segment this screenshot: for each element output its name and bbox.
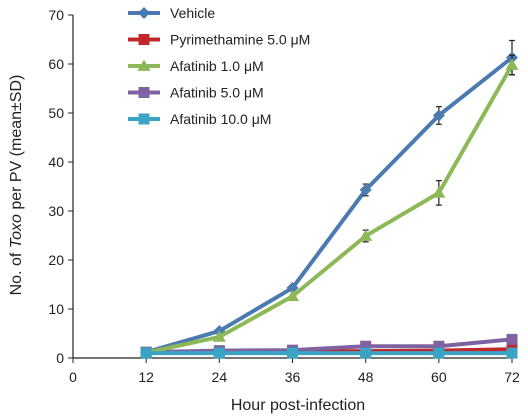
data-point: [140, 347, 152, 359]
legend-label: Afatinib 1.0 μM: [170, 58, 264, 74]
legend-item: Afatinib 10.0 μM: [128, 111, 271, 127]
y-tick-label: 0: [56, 350, 64, 366]
legend-item: Afatinib 5.0 μM: [128, 85, 264, 101]
legend-swatch-marker: [138, 7, 150, 19]
series-layer: [139, 39, 519, 359]
data-point: [506, 333, 518, 345]
x-axis-title: Hour post-infection: [231, 397, 365, 414]
legend-swatch-marker: [138, 87, 150, 98]
series-line: [146, 337, 513, 355]
x-tick-label: 12: [138, 369, 154, 385]
y-tick-label: 60: [48, 56, 64, 72]
y-tick-label: 50: [48, 105, 64, 121]
legend-item: Pyrimethamine 5.0 μM: [128, 32, 310, 48]
legend-label: Pyrimethamine 5.0 μM: [170, 32, 310, 48]
data-point: [433, 340, 445, 352]
legend-item: Vehicle: [128, 5, 215, 21]
y-tick-label: 70: [48, 7, 64, 23]
legend-swatch-marker: [137, 59, 151, 71]
data-point: [360, 340, 372, 352]
series-line: [145, 63, 514, 355]
x-tick-label: 60: [431, 369, 447, 385]
x-tick-label: 36: [285, 369, 301, 385]
legend-label: Afatinib 10.0 μM: [170, 111, 271, 127]
data-point: [505, 58, 519, 70]
data-point: [432, 109, 445, 122]
y-tick-label: 10: [48, 301, 64, 317]
data-point: [506, 347, 518, 359]
legend-swatch-marker: [138, 34, 150, 45]
legend: Vehicle Pyrimethamine 5.0 μM Afatinib 1.0 …: [128, 5, 310, 127]
data-point: [287, 347, 298, 359]
series-4: [140, 347, 518, 359]
data-point: [433, 347, 445, 359]
y-tick-label: 40: [48, 154, 64, 170]
data-point: [359, 183, 372, 196]
series-2: [139, 54, 519, 358]
series-line: [145, 56, 514, 355]
legend-swatch-marker: [138, 113, 150, 125]
x-tick-label: 48: [358, 369, 374, 385]
data-point: [213, 347, 225, 359]
y-tick-label: 20: [48, 252, 64, 268]
legend-item: Afatinib 1.0 μM: [128, 58, 264, 74]
x-tick-label: 72: [504, 369, 520, 385]
y-axis-title: No. of Toxo per PV (mean±SD): [8, 75, 25, 296]
legend-label: Afatinib 5.0 μM: [170, 85, 264, 101]
x-axis-ticks: 0 12 24 36 48 60 72: [69, 358, 520, 385]
y-axis-ticks: 0 10 20 30 40 50 60 70: [48, 7, 73, 366]
data-point: [286, 289, 299, 302]
x-tick-label: 0: [69, 369, 77, 385]
x-tick-label: 24: [212, 369, 228, 385]
data-point: [212, 330, 226, 342]
y-tick-label: 30: [48, 203, 64, 219]
data-point: [432, 186, 446, 198]
legend-label: Vehicle: [170, 5, 215, 21]
data-point: [286, 281, 299, 294]
data-point: [360, 347, 372, 359]
data-point: [359, 229, 373, 241]
